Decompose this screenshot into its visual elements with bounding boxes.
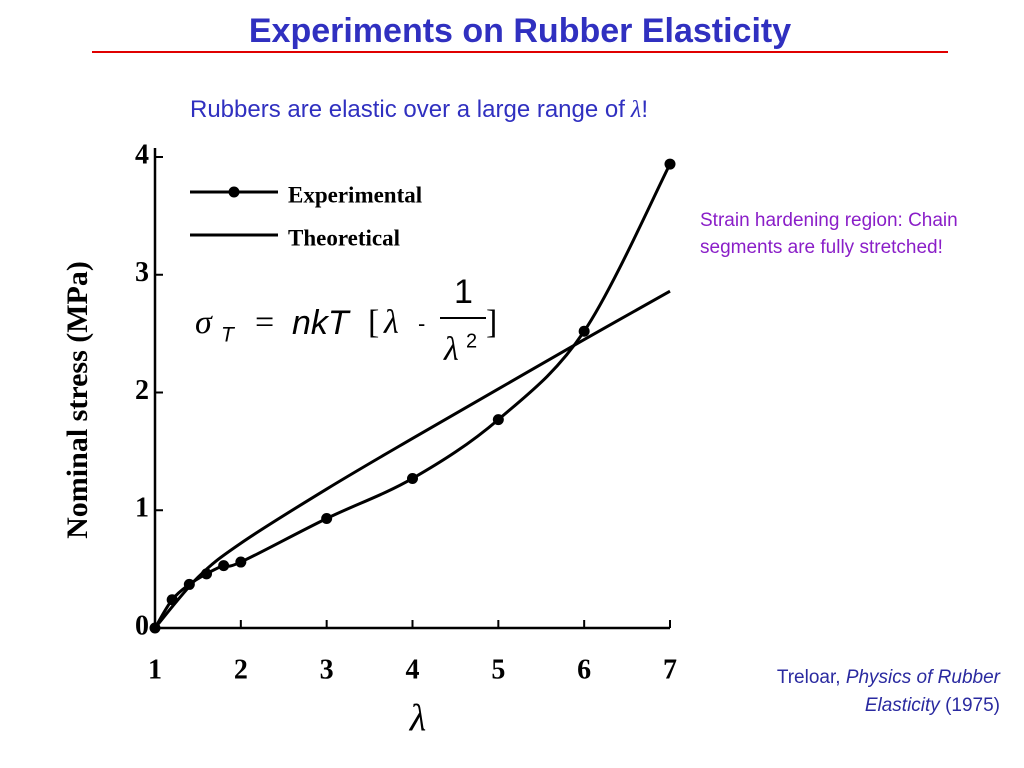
x-tick-label: 6 [577, 654, 591, 685]
formula-exponent: 2 [466, 330, 477, 352]
subtitle-text: Rubbers are elastic over a large range o… [190, 96, 625, 123]
formula: σ T = nkT [ λ - 1 λ 2 ] [195, 273, 497, 368]
data-point [218, 560, 230, 572]
legend-marker [228, 186, 240, 198]
citation-book: Physics of Rubber Elasticity [845, 667, 1000, 716]
x-axis-label: λ [409, 698, 426, 740]
formula-denominator: λ [443, 331, 459, 368]
data-point [235, 556, 247, 568]
subtitle-symbol: λ [630, 97, 642, 123]
formula-lambda: λ [383, 304, 399, 341]
y-tick-label: 0 [135, 610, 149, 641]
data-point [321, 512, 333, 524]
y-tick-label: 2 [135, 375, 149, 406]
y-tick-label: 3 [135, 257, 149, 288]
x-tick-label: 5 [491, 654, 505, 685]
data-point [664, 158, 676, 170]
annotation: Strain hardening region: Chain segments … [700, 210, 958, 258]
legend-label: Theoretical [288, 225, 400, 250]
citation: Treloar, Physics of Rubber Elasticity (1… [700, 664, 1000, 719]
x-tick-label: 2 [234, 654, 248, 685]
formula-numerator: 1 [454, 273, 473, 311]
subtitle-end: ! [641, 96, 648, 123]
data-point [407, 472, 418, 484]
x-tick-label: 4 [406, 654, 420, 685]
data-point [492, 414, 504, 426]
series-line [153, 289, 671, 629]
formula-open: [ [368, 304, 379, 341]
title-rule [92, 51, 948, 53]
citation-author: Treloar, [776, 667, 841, 688]
x-tick-label: 3 [320, 654, 334, 685]
y-axis-label: Nominal stress (MPa) [61, 261, 94, 539]
citation-year: (1975) [945, 694, 1000, 716]
x-tick-label: 1 [148, 654, 162, 685]
x-tick-label: 7 [663, 654, 677, 685]
formula-equals: = [255, 304, 274, 341]
formula-sigma: σ [195, 304, 213, 341]
y-tick-label: 4 [135, 139, 149, 170]
formula-body: nkT [292, 304, 351, 342]
y-tick-label: 1 [135, 493, 149, 524]
formula-minus: - [418, 311, 425, 336]
data-point [578, 325, 590, 337]
legend-label: Experimental [288, 182, 422, 207]
slide-title: Experiments on Rubber Elasticity [248, 12, 792, 50]
formula-sub: T [221, 324, 236, 347]
subtitle: Rubbers are elastic over a large range o… [190, 96, 648, 124]
formula-close: ] [486, 304, 497, 341]
